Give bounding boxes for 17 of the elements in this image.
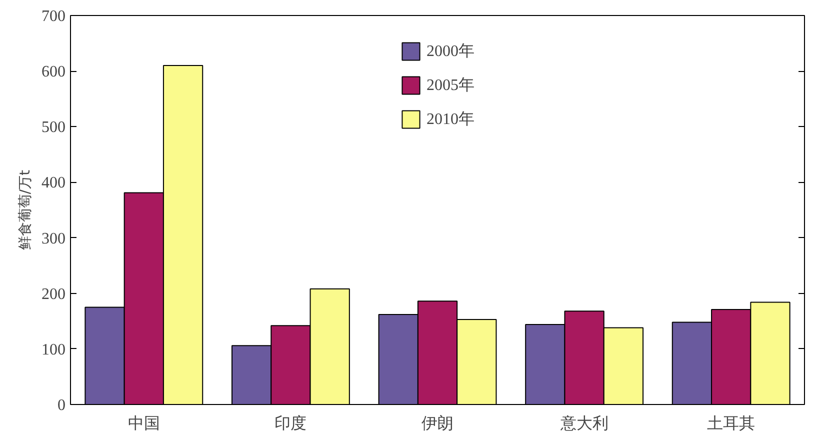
y-tick-label: 400 — [42, 174, 66, 192]
legend-label: 2005年 — [426, 76, 474, 96]
y-tick-label: 700 — [42, 8, 66, 25]
y-tick-label: 0 — [58, 397, 66, 414]
y-tick-label: 300 — [42, 230, 66, 248]
x-tick-label: 中国 — [128, 414, 160, 432]
y-tick-label: 100 — [42, 341, 66, 358]
y-tick-label: 500 — [42, 119, 66, 136]
x-tick-label: 意大利 — [559, 414, 608, 432]
y-axis-title: 鲜食葡萄/万t — [18, 169, 34, 250]
y-tick-label: 200 — [42, 286, 66, 303]
legend-label: 2010年 — [426, 110, 474, 130]
x-tick-label: 土耳其 — [707, 414, 756, 432]
legend-label: 2000年 — [426, 42, 474, 62]
x-tick-label: 伊朗 — [422, 414, 454, 432]
x-tick-label: 印度 — [274, 414, 307, 432]
y-tick-label: 600 — [42, 64, 66, 81]
